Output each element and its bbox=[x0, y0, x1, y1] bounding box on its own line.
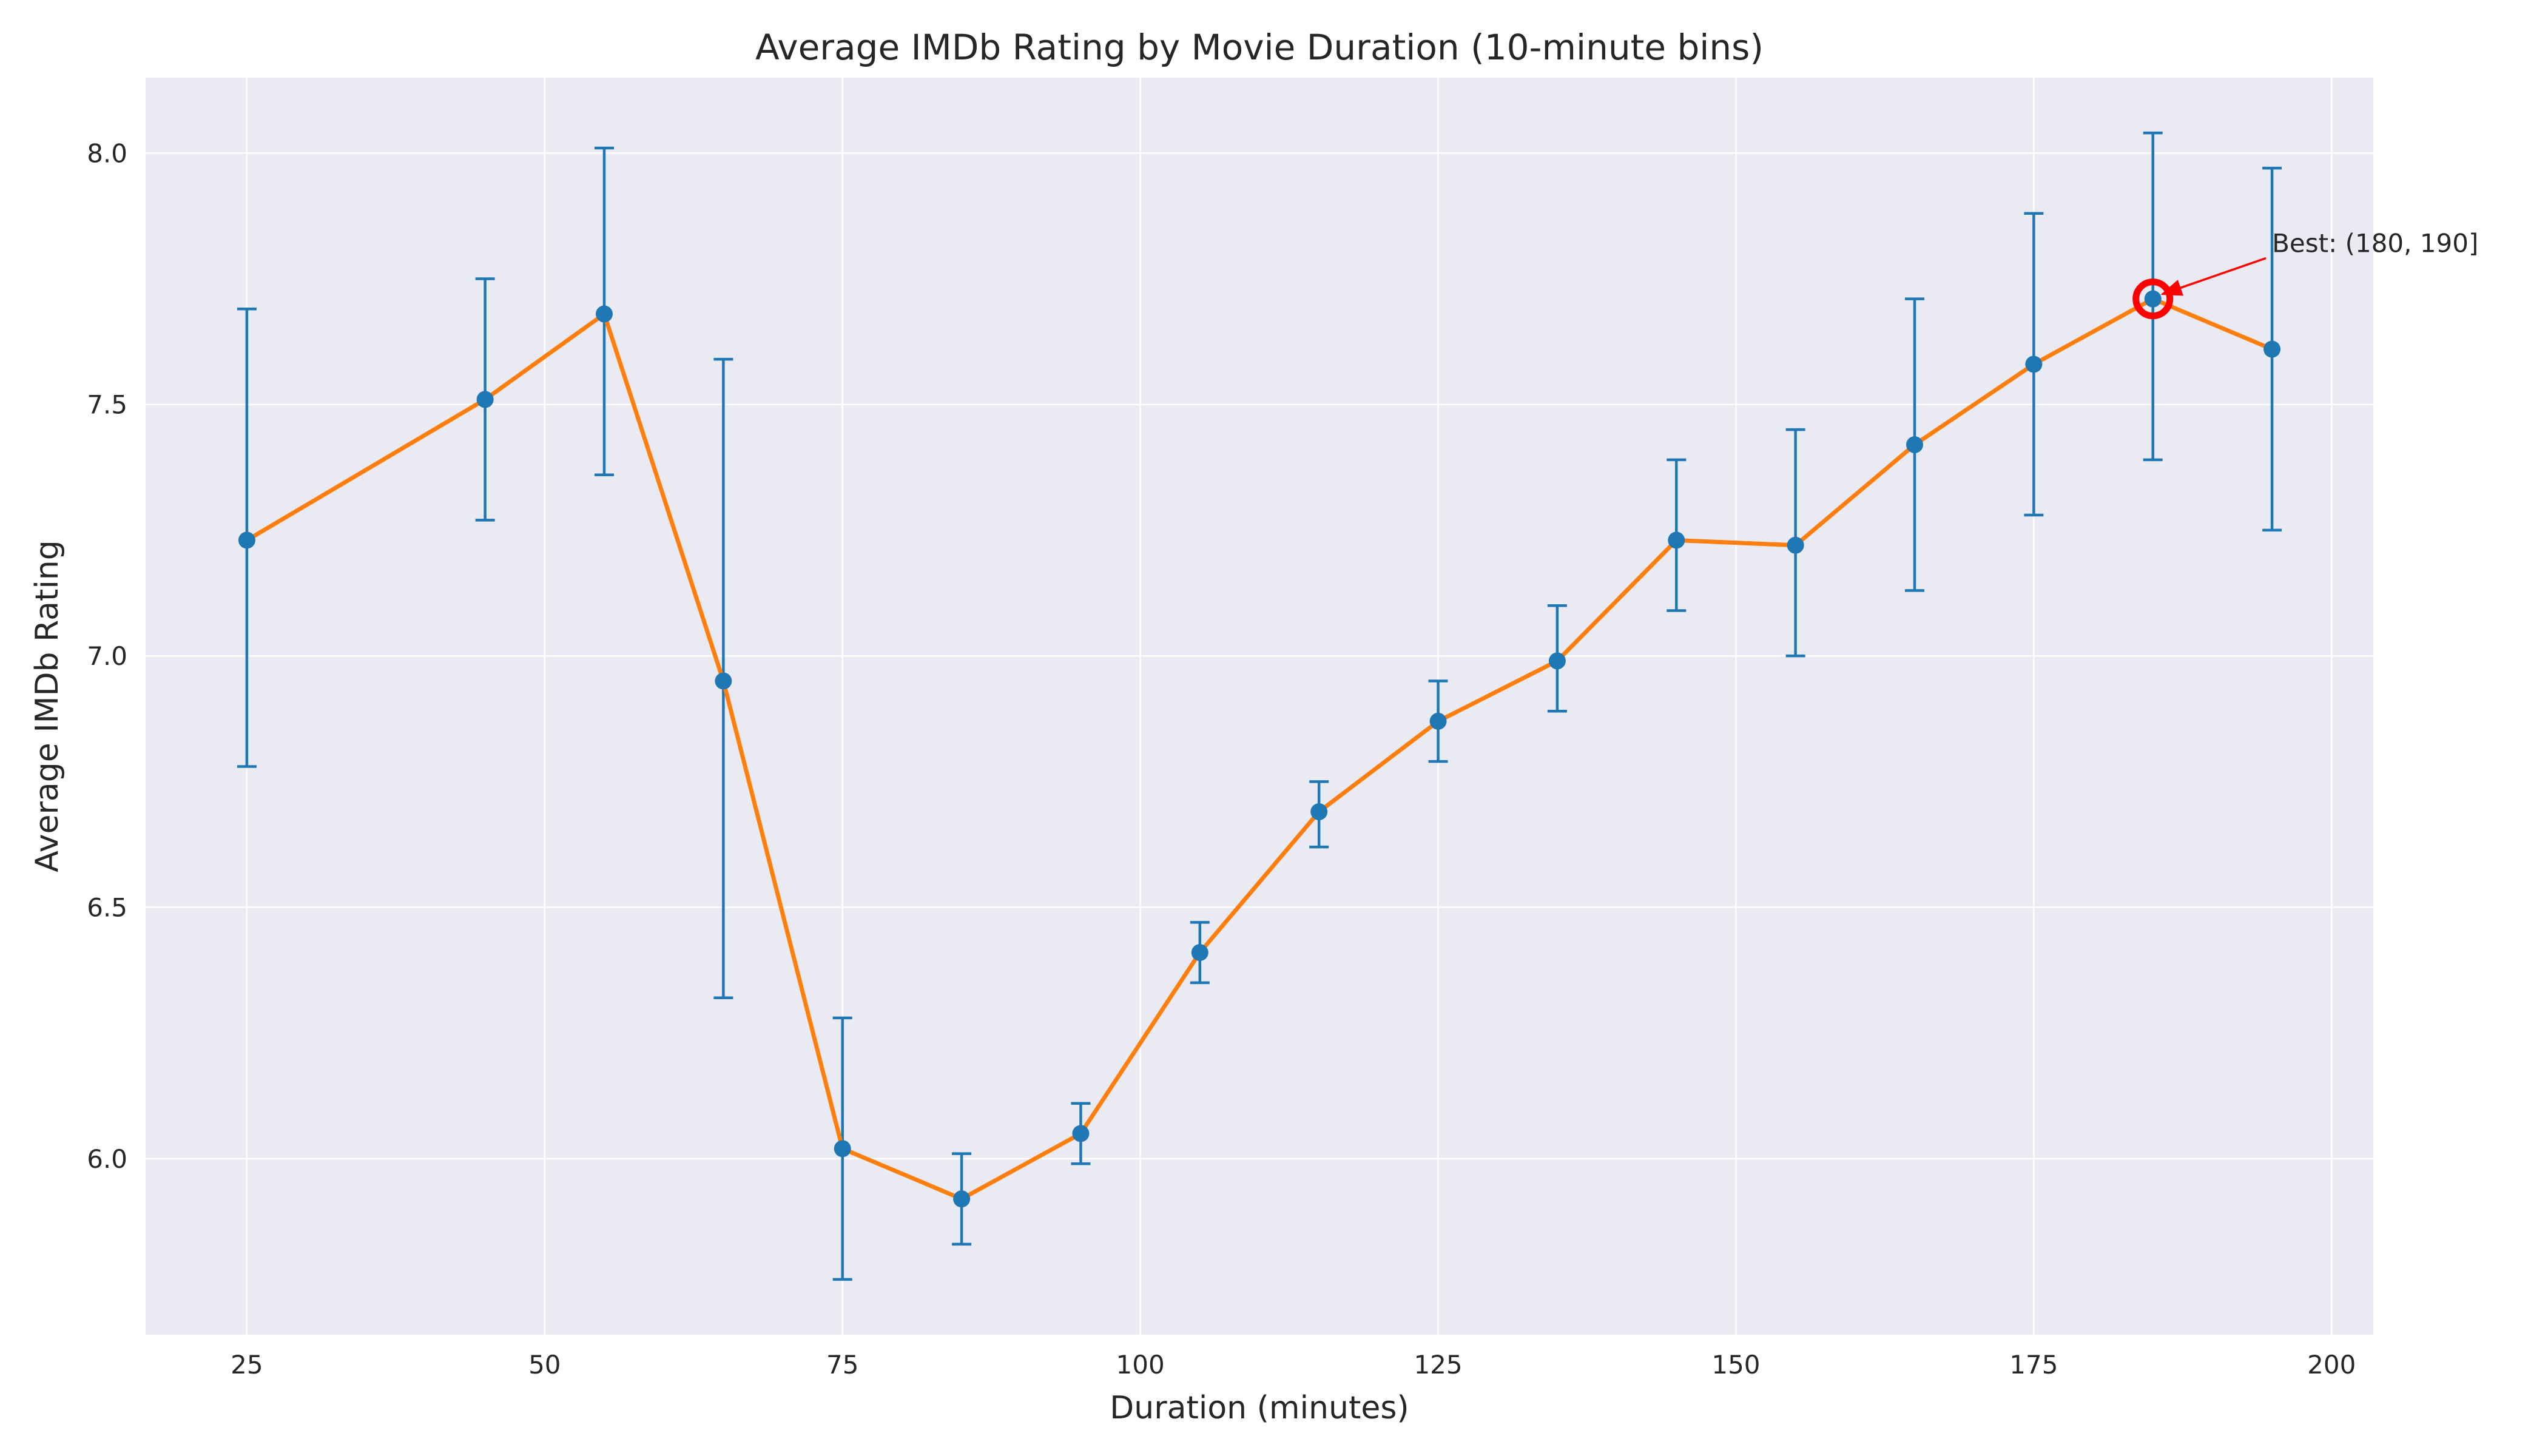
data-point bbox=[834, 1140, 851, 1158]
data-point bbox=[1787, 536, 1804, 554]
data-point bbox=[238, 531, 255, 549]
x-tick-label: 150 bbox=[1711, 1350, 1760, 1380]
annotation-text: Best: (180, 190] bbox=[2272, 229, 2478, 258]
x-tick-label: 75 bbox=[826, 1350, 858, 1380]
data-point bbox=[1072, 1125, 1090, 1142]
x-tick-label: 100 bbox=[1116, 1350, 1165, 1380]
y-tick-label: 7.5 bbox=[87, 390, 127, 420]
x-tick-label: 200 bbox=[2307, 1350, 2356, 1380]
data-point bbox=[1548, 652, 1566, 670]
annotation-arrow bbox=[2160, 257, 2267, 296]
data-point bbox=[1191, 944, 1208, 962]
data-point bbox=[476, 391, 494, 408]
plot-area bbox=[146, 78, 2373, 1335]
data-point bbox=[2263, 340, 2281, 358]
y-axis-label: Average IMDb Rating bbox=[29, 540, 66, 872]
x-tick-label: 50 bbox=[528, 1350, 561, 1380]
data-point bbox=[596, 305, 613, 323]
data-point bbox=[2144, 290, 2162, 308]
y-tick-label: 6.5 bbox=[87, 893, 127, 923]
best-highlight-ring bbox=[2132, 278, 2174, 320]
x-tick-label: 175 bbox=[2009, 1350, 2058, 1380]
y-tick-label: 6.0 bbox=[87, 1144, 127, 1174]
x-tick-label: 25 bbox=[231, 1350, 263, 1380]
data-point bbox=[1429, 712, 1447, 730]
x-tick-label: 125 bbox=[1414, 1350, 1462, 1380]
x-axis-label: Duration (minutes) bbox=[1110, 1390, 1409, 1426]
data-point bbox=[1310, 803, 1328, 821]
data-points bbox=[238, 290, 2281, 1208]
chart-title: Average IMDb Rating by Movie Duration (1… bbox=[755, 27, 1764, 68]
y-tick-label: 8.0 bbox=[87, 138, 127, 168]
annotation: Best: (180, 190] bbox=[2132, 229, 2478, 320]
data-point bbox=[953, 1190, 971, 1208]
data-point bbox=[1668, 531, 1685, 549]
data-point bbox=[2025, 356, 2043, 373]
data-point bbox=[715, 672, 732, 690]
y-tick-label: 7.0 bbox=[87, 641, 127, 671]
data-point bbox=[1906, 436, 1923, 454]
tick-labels: 25 50 75 100 125 150 175 200 6.0 6.5 7.0 7.5 8.0 bbox=[87, 138, 2356, 1380]
